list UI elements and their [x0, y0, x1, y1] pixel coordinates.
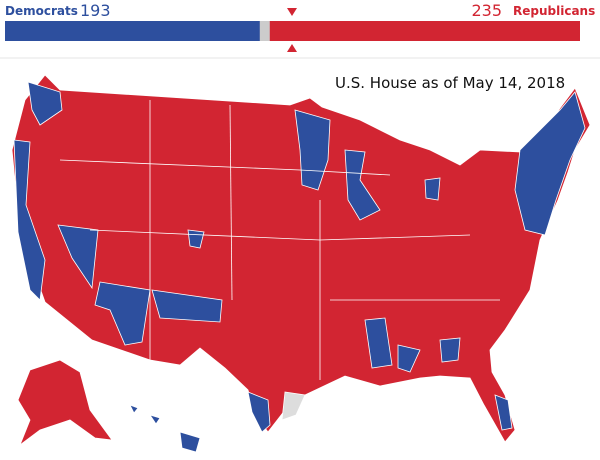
district	[13, 139, 46, 301]
map-title: U.S. House as of May 14, 2018	[335, 74, 565, 92]
district	[344, 149, 381, 221]
district	[27, 81, 63, 126]
vacant-districts	[281, 391, 306, 421]
district	[424, 177, 441, 201]
district	[494, 394, 513, 431]
majority-marker-top	[287, 8, 297, 16]
dem-seats: 193	[80, 1, 111, 20]
seat-bar	[5, 21, 580, 41]
dem-districts	[13, 81, 586, 433]
district	[151, 289, 223, 323]
district	[57, 224, 99, 290]
district	[364, 317, 393, 369]
state-border	[59, 159, 391, 176]
majority-marker-bottom	[287, 44, 297, 52]
dem-bar	[5, 21, 260, 41]
dem-label: Democrats	[5, 4, 78, 18]
hawaii-3	[179, 431, 201, 453]
hawaii-1	[129, 404, 139, 414]
district	[247, 391, 271, 433]
rep-bar	[269, 21, 580, 41]
map	[11, 74, 591, 453]
district	[439, 337, 461, 363]
hawaii-2	[149, 414, 161, 425]
state-border	[229, 104, 233, 301]
district	[514, 91, 586, 236]
rep-seats: 235	[471, 1, 502, 20]
alaska	[17, 359, 113, 447]
rep-label: Republicans	[513, 4, 595, 18]
district	[397, 344, 421, 373]
